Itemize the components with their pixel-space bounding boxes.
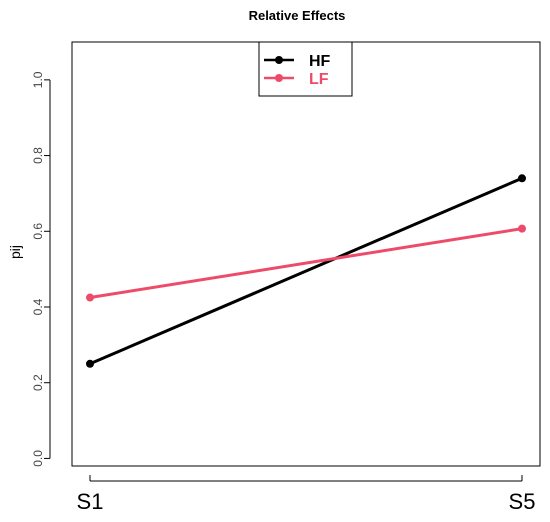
legend-label: LF: [309, 71, 329, 88]
y-tick-label: 0.4: [31, 298, 45, 315]
x-tick-label: S5: [509, 489, 536, 514]
legend-box: [258, 41, 353, 97]
chart-title: Relative Effects: [249, 8, 346, 23]
data-point-lf: [518, 224, 526, 233]
y-tick-label: 0.8: [31, 147, 45, 164]
legend-swatch-point: [275, 74, 283, 82]
y-tick-label: 0.2: [31, 374, 45, 391]
legend-swatch-point: [275, 56, 283, 64]
data-point-hf: [518, 174, 526, 183]
y-axis: 0.0 0.2 0.4 0.6 0.8 1.0: [31, 71, 51, 467]
data-point-hf: [86, 359, 94, 368]
series-line-lf: [89, 227, 523, 300]
series-line-hf: [89, 176, 523, 366]
y-tick-label: 1.0: [31, 71, 45, 88]
series-layer: [86, 174, 526, 368]
plot-frame: [71, 41, 541, 467]
legend-label: HF: [309, 53, 331, 70]
x-axis: S1 S5: [77, 475, 536, 514]
x-tick-label: S1: [77, 489, 104, 514]
data-point-lf: [86, 293, 94, 302]
y-tick-label: 0.0: [31, 450, 45, 467]
y-tick-label: 0.6: [31, 223, 45, 240]
y-axis-label: pij: [7, 245, 23, 259]
